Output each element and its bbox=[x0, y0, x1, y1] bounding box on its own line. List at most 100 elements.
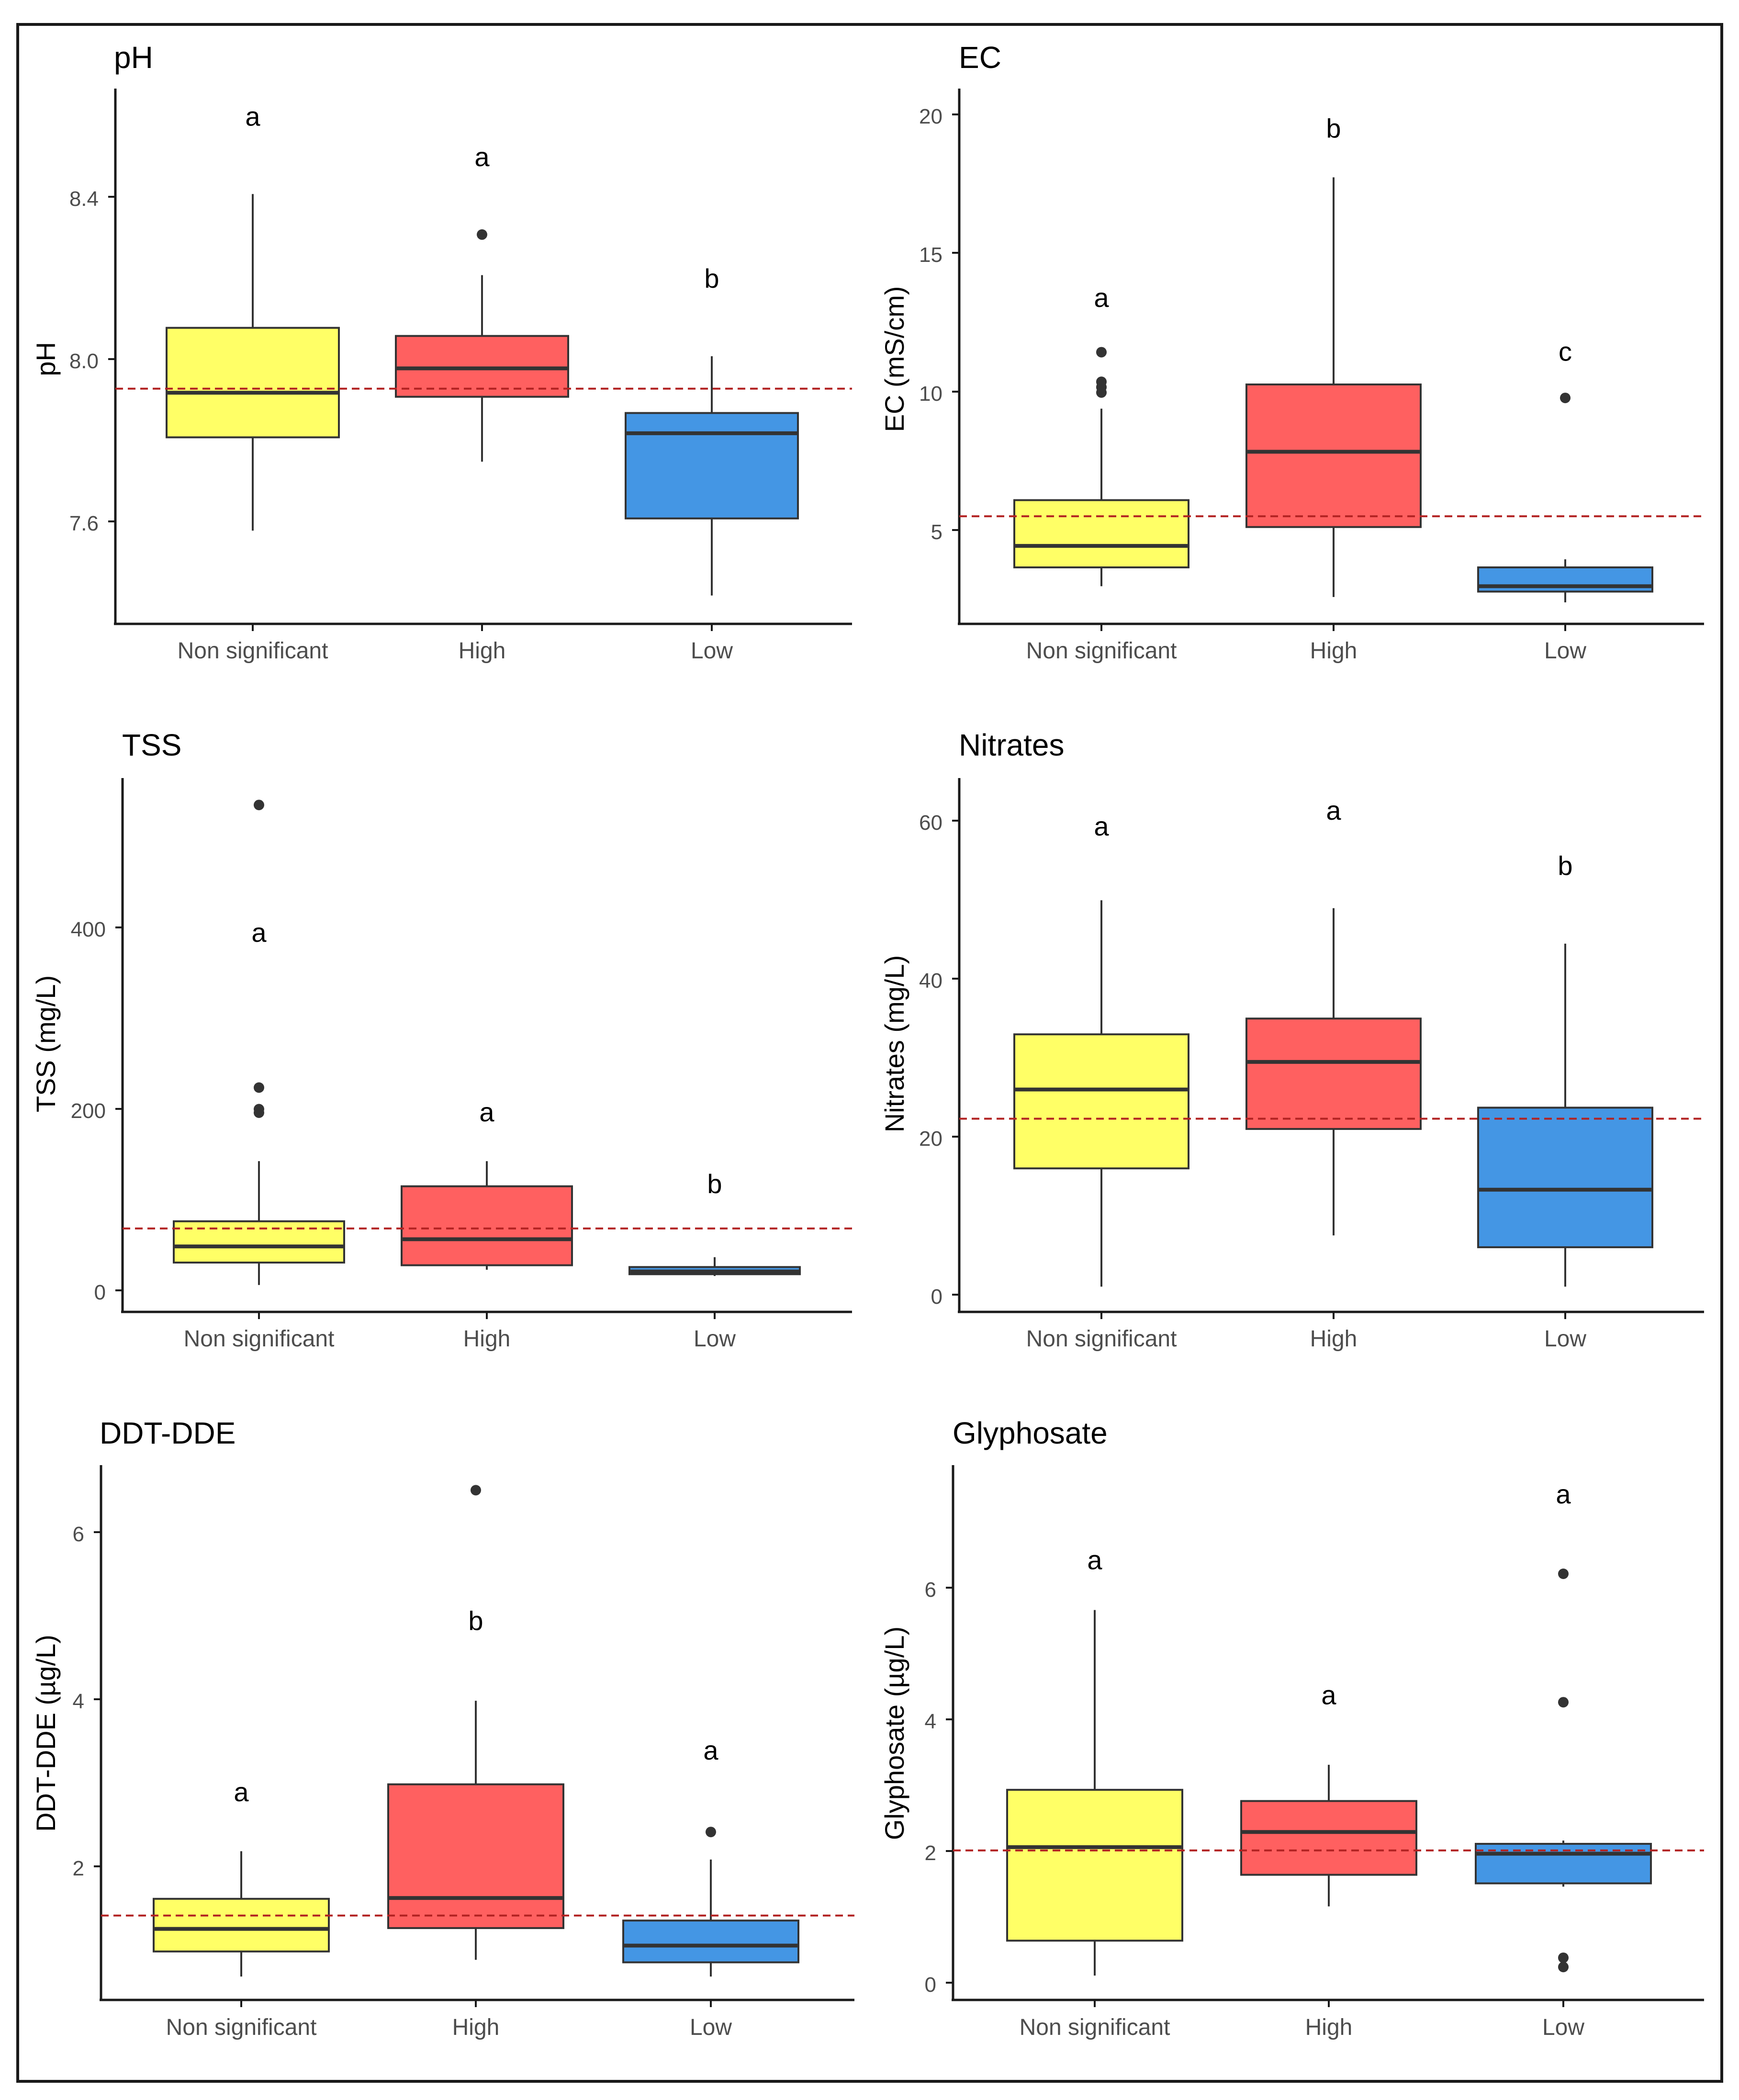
panel-title: Nitrates bbox=[959, 728, 1065, 762]
y-tick-label: 60 bbox=[919, 811, 942, 835]
panel-tss: TSS TSS (mg/L) 0 200 400 Non significant… bbox=[31, 728, 852, 1352]
box-body bbox=[402, 1186, 572, 1265]
box-body bbox=[626, 413, 798, 519]
x-tick-label: High bbox=[463, 1326, 511, 1352]
significance-letter: a bbox=[1094, 811, 1109, 841]
y-tick-label: 15 bbox=[919, 243, 942, 267]
y-tick-label: 0 bbox=[94, 1281, 106, 1304]
box-body bbox=[388, 1784, 563, 1928]
panel-title: pH bbox=[114, 40, 153, 75]
box-body bbox=[174, 1221, 344, 1263]
outlier-point bbox=[1558, 1569, 1569, 1579]
x-tick-label: Low bbox=[694, 1326, 736, 1352]
x-axis: Non significant High Low bbox=[114, 624, 852, 664]
x-tick: High bbox=[1310, 1312, 1358, 1352]
significance-letter: a bbox=[479, 1097, 494, 1127]
significance-letter: a bbox=[1556, 1479, 1571, 1509]
significance-letter: b bbox=[468, 1605, 483, 1636]
y-axis-title: Glyphosate (µg/L) bbox=[879, 1626, 909, 1840]
y-tick: 60 bbox=[919, 811, 959, 835]
y-tick-label: 4 bbox=[925, 1710, 936, 1733]
box-low: a bbox=[623, 1735, 798, 1976]
y-tick: 0 bbox=[931, 1285, 959, 1309]
plot-area: a a a bbox=[953, 1479, 1704, 1976]
panel-title: EC bbox=[959, 40, 1001, 75]
y-tick-label: 7.6 bbox=[69, 512, 99, 535]
x-tick-label: Non significant bbox=[178, 638, 328, 664]
box-non-significant: a bbox=[174, 800, 344, 1285]
plot-area: a a b bbox=[123, 800, 852, 1285]
outlier-point bbox=[706, 1827, 716, 1837]
significance-letter: a bbox=[1094, 282, 1109, 313]
outlier-point bbox=[1558, 1962, 1569, 1972]
box-body bbox=[1246, 384, 1421, 527]
box-body bbox=[167, 328, 339, 438]
box-low: c bbox=[1478, 337, 1652, 602]
y-tick: 2 bbox=[925, 1841, 953, 1865]
box-high: a bbox=[1246, 795, 1421, 1235]
box-body bbox=[1007, 1790, 1182, 1941]
significance-letter: a bbox=[234, 1777, 249, 1807]
y-tick: 2 bbox=[73, 1857, 101, 1880]
y-tick: 5 bbox=[931, 520, 959, 544]
x-tick: Low bbox=[690, 2000, 732, 2040]
panel-ec: EC EC (mS/cm) 5 10 15 20 Non significant… bbox=[879, 40, 1704, 664]
y-tick-label: 2 bbox=[925, 1841, 936, 1865]
boxplot-figure: pH pH 7.6 8.0 8.4 Non significant High L… bbox=[0, 0, 1739, 2100]
box-body bbox=[154, 1899, 329, 1952]
x-tick: Low bbox=[694, 1312, 736, 1352]
significance-letter: b bbox=[704, 263, 719, 294]
y-axis-title: EC (mS/cm) bbox=[879, 286, 909, 432]
x-tick: High bbox=[459, 624, 506, 664]
box-low: b bbox=[1478, 850, 1652, 1287]
y-tick: 0 bbox=[94, 1281, 123, 1304]
x-tick: Low bbox=[1544, 1312, 1586, 1352]
box-non-significant: a bbox=[1007, 1545, 1182, 1976]
significance-letter: a bbox=[474, 142, 490, 172]
x-axis: Non significant High Low bbox=[952, 2000, 1704, 2040]
outlier-point bbox=[471, 1485, 481, 1495]
outlier-point bbox=[1560, 393, 1571, 403]
significance-letter: a bbox=[1326, 795, 1341, 825]
y-axis: 0 200 400 bbox=[71, 778, 123, 1312]
x-tick: Low bbox=[1544, 624, 1586, 664]
y-tick: 200 bbox=[71, 1099, 123, 1123]
plot-area: a b a bbox=[101, 1485, 854, 1976]
box-high: b bbox=[388, 1485, 563, 1960]
box-body bbox=[1241, 1801, 1416, 1875]
x-tick-label: Non significant bbox=[1026, 638, 1177, 664]
y-tick-label: 20 bbox=[919, 105, 942, 128]
y-tick: 8.0 bbox=[69, 350, 115, 373]
x-axis: Non significant High Low bbox=[121, 1312, 852, 1352]
box-non-significant: a bbox=[1014, 282, 1189, 586]
outlier-point bbox=[477, 229, 487, 240]
x-tick: Non significant bbox=[166, 2000, 317, 2040]
y-tick: 20 bbox=[919, 1127, 959, 1151]
significance-letter: a bbox=[1321, 1680, 1336, 1710]
y-tick-label: 8.4 bbox=[69, 187, 99, 211]
y-tick-label: 40 bbox=[919, 969, 942, 993]
panel-title: Glyphosate bbox=[953, 1416, 1108, 1450]
x-tick-label: Non significant bbox=[1020, 2015, 1170, 2040]
y-tick: 6 bbox=[925, 1578, 953, 1602]
y-tick-label: 6 bbox=[925, 1578, 936, 1602]
x-tick-label: High bbox=[1310, 638, 1358, 664]
y-tick-label: 10 bbox=[919, 382, 942, 406]
x-tick: Low bbox=[691, 624, 733, 664]
x-tick-label: Low bbox=[1544, 638, 1586, 664]
y-tick-label: 8.0 bbox=[69, 350, 99, 373]
box-non-significant: a bbox=[1014, 811, 1189, 1287]
box-high: a bbox=[402, 1097, 572, 1270]
y-tick: 4 bbox=[73, 1690, 101, 1713]
y-tick-label: 6 bbox=[73, 1523, 84, 1546]
panel-ph: pH pH 7.6 8.0 8.4 Non significant High L… bbox=[31, 40, 852, 664]
outlier-point bbox=[1096, 347, 1107, 358]
x-tick: Low bbox=[1542, 2000, 1584, 2040]
box-high: b bbox=[1246, 113, 1421, 597]
y-tick: 15 bbox=[919, 243, 959, 267]
y-axis: 5 10 15 20 bbox=[919, 89, 959, 624]
box-body bbox=[1014, 1034, 1189, 1168]
x-tick-label: Non significant bbox=[184, 1326, 335, 1352]
y-tick: 6 bbox=[73, 1523, 101, 1546]
box-low: a bbox=[1476, 1479, 1651, 1972]
